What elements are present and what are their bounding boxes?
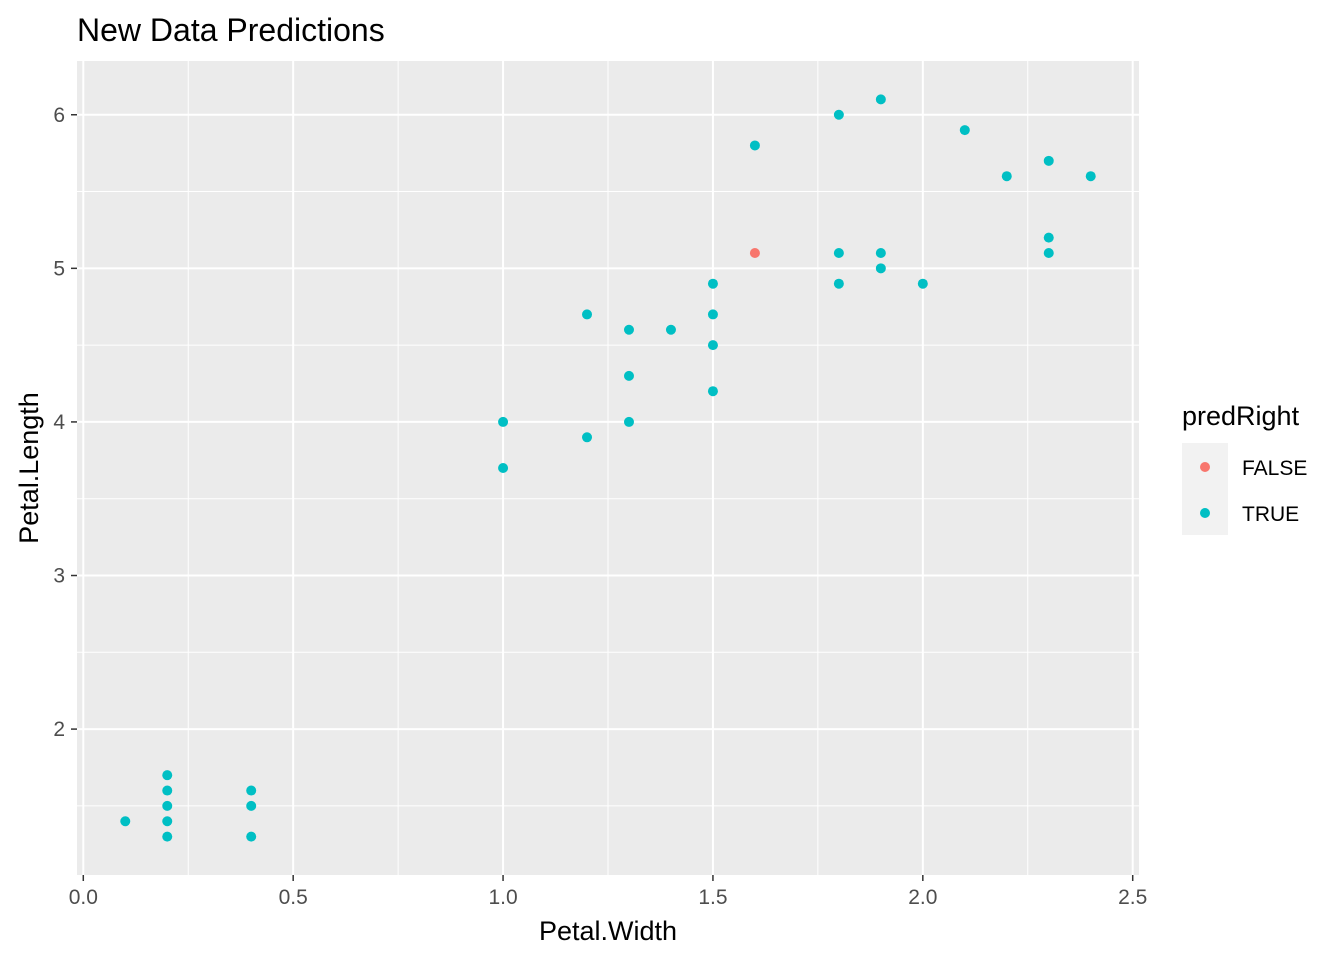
data-point-false — [749, 247, 760, 258]
x-tick-label: 2.5 — [1118, 886, 1147, 909]
data-point-true — [833, 278, 844, 289]
data-point-true — [959, 125, 970, 136]
data-point-true — [833, 109, 844, 120]
y-axis-title: Petal.Length — [14, 392, 44, 544]
data-point-true — [665, 324, 676, 335]
x-axis: 0.0 0.5 1.0 1.5 2.0 2.5 — [69, 875, 1147, 909]
data-point-true — [623, 416, 634, 427]
data-point-true — [246, 831, 257, 842]
x-axis-title: Petal.Width — [539, 916, 677, 946]
y-tick-label: 3 — [53, 565, 65, 588]
data-point-true — [498, 416, 509, 427]
data-point-true — [1043, 247, 1054, 258]
legend-label-true: TRUE — [1242, 503, 1299, 526]
data-point-true — [120, 816, 131, 827]
y-tick-label: 5 — [53, 257, 65, 280]
data-point-true — [707, 278, 718, 289]
x-tick-label: 2.0 — [908, 886, 937, 909]
x-tick-label: 1.0 — [488, 886, 517, 909]
data-point-true — [162, 770, 173, 781]
data-point-true — [582, 432, 593, 443]
data-point-true — [162, 800, 173, 811]
data-point-true — [833, 247, 844, 258]
data-point-true — [1043, 155, 1054, 166]
data-point-true — [1001, 171, 1012, 182]
legend-label-false: FALSE — [1242, 457, 1307, 480]
data-point-true — [582, 309, 593, 320]
x-tick-label: 0.5 — [279, 886, 308, 909]
data-point-true — [623, 324, 634, 335]
legend-key-true — [1200, 508, 1210, 518]
data-point-true — [707, 386, 718, 397]
data-point-true — [875, 247, 886, 258]
data-point-true — [875, 94, 886, 105]
data-point-true — [917, 278, 928, 289]
data-point-true — [498, 463, 509, 473]
data-point-true — [162, 816, 173, 827]
grid-minor — [77, 61, 1139, 875]
data-point-true — [162, 785, 173, 796]
legend: predRight FALSE TRUE — [1182, 401, 1307, 535]
y-tick-label: 6 — [53, 104, 65, 127]
grid-major — [77, 61, 1139, 875]
data-points — [120, 94, 1096, 842]
data-point-true — [707, 340, 718, 351]
data-point-true — [707, 309, 718, 320]
data-point-true — [1043, 232, 1054, 243]
data-point-true — [246, 785, 257, 796]
data-point-true — [623, 370, 634, 381]
y-axis: 2 3 4 5 6 — [53, 104, 77, 741]
x-tick-label: 0.0 — [69, 886, 98, 909]
data-point-true — [749, 140, 760, 151]
y-tick-label: 2 — [53, 718, 65, 741]
legend-key-false — [1200, 462, 1210, 472]
chart-title: New Data Predictions — [77, 12, 385, 48]
legend-title: predRight — [1182, 401, 1300, 431]
x-tick-label: 1.5 — [698, 886, 727, 909]
data-point-true — [1085, 171, 1096, 182]
data-point-true — [162, 831, 173, 842]
y-tick-label: 4 — [53, 411, 65, 434]
data-point-true — [875, 263, 886, 274]
legend-key-background — [1182, 443, 1228, 535]
data-point-true — [246, 800, 257, 811]
